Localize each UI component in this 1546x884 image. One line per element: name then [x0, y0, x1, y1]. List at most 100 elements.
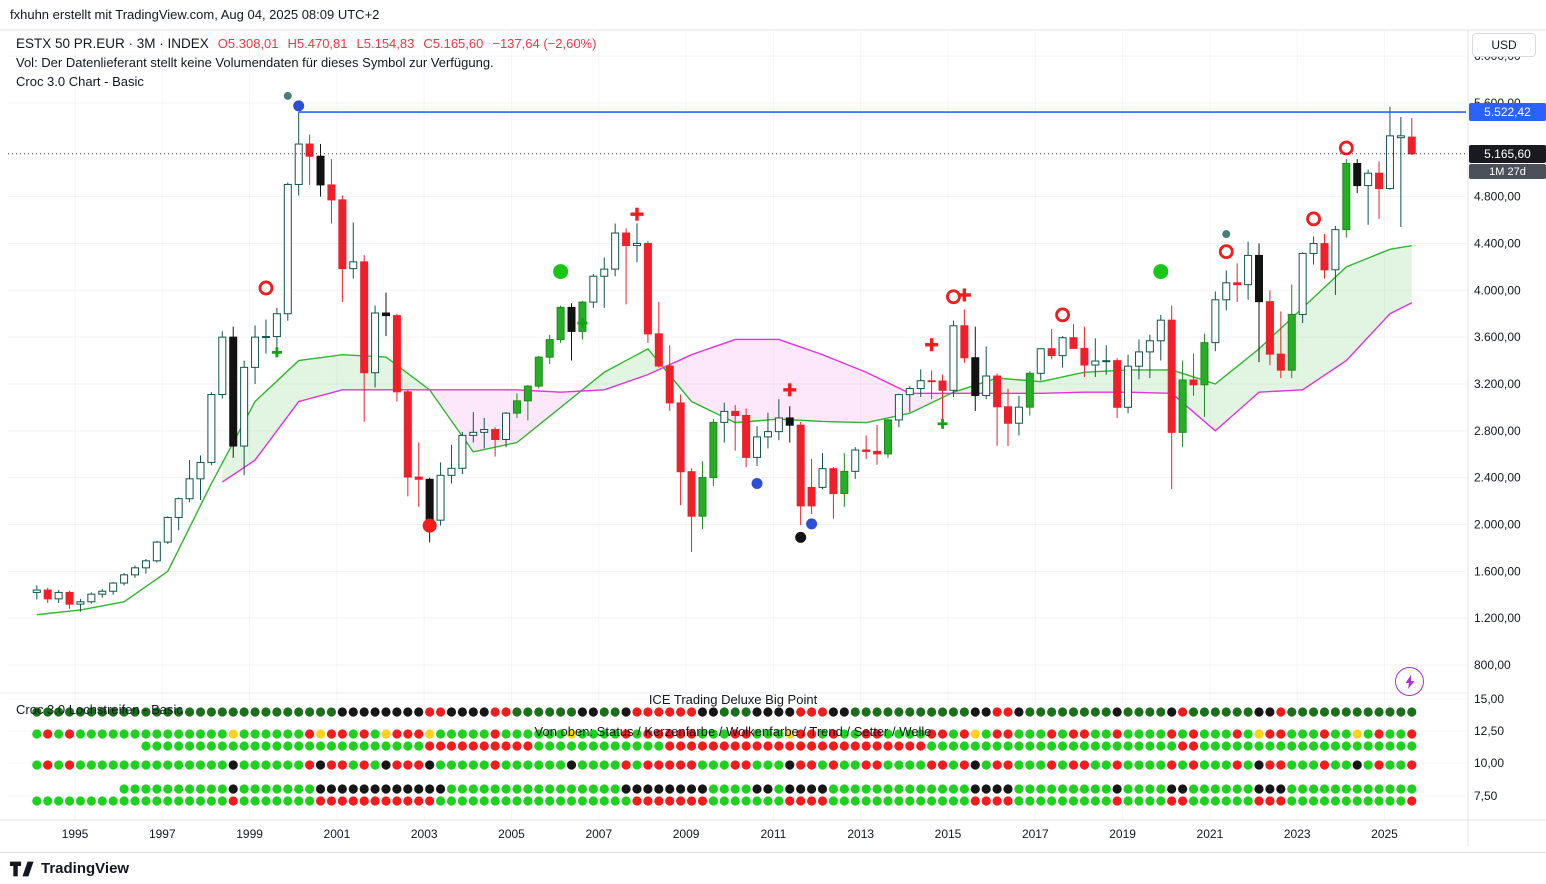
pane-dot-trend — [206, 760, 216, 770]
cloud-fill — [615, 360, 627, 387]
pane-dot-setter — [1385, 784, 1395, 794]
pane-dot-setter — [163, 784, 173, 794]
pane-dot-setter — [1134, 784, 1144, 794]
candle-body — [109, 582, 118, 592]
pane-dot-status — [1243, 707, 1253, 717]
candle-body — [1025, 372, 1034, 408]
tradingview-brand[interactable]: TradingView — [41, 860, 130, 877]
pane-dot-welle — [796, 796, 806, 806]
candle-body — [611, 232, 620, 270]
time-axis-label[interactable]: 2007 — [585, 827, 612, 841]
time-axis-label[interactable]: 1999 — [236, 827, 263, 841]
pane-dot-setter — [130, 784, 140, 794]
pane-dot-wolkenfarbe — [654, 741, 664, 751]
pane-dot-setter — [228, 784, 238, 794]
candle-body — [1014, 406, 1023, 424]
pane-dot-status — [1254, 707, 1264, 717]
time-axis-label[interactable]: 2021 — [1197, 827, 1224, 841]
pane-dot-status — [610, 707, 620, 717]
pane-dot-trend — [534, 760, 544, 770]
cloud-magenta-line — [221, 302, 1413, 483]
price-axis-label: 3.600,00 — [1474, 330, 1521, 344]
cloud-fill — [484, 389, 496, 450]
pane-dot-kerzenfarbe — [1047, 729, 1057, 739]
pane-dot-welle — [785, 796, 795, 806]
pane-dot-wolkenfarbe — [1363, 741, 1373, 751]
symbol-legend-row[interactable]: ESTX 50 PR.EUR · 3M · INDEX O5.308,01 H5… — [16, 36, 596, 52]
pane-dot-trend — [490, 760, 500, 770]
pane-dot-wolkenfarbe — [1221, 741, 1231, 751]
pane-dot-welle — [130, 796, 140, 806]
time-axis-label[interactable]: 2009 — [673, 827, 700, 841]
pane-dot-trend — [195, 760, 206, 770]
pane-dot-trend — [119, 760, 129, 770]
currency-toggle[interactable]: USD — [1472, 33, 1536, 57]
time-axis-label[interactable]: 2025 — [1371, 827, 1398, 841]
pane-dot-welle — [556, 796, 566, 806]
pane-dot-status — [774, 707, 784, 717]
marker-plus — [635, 207, 639, 221]
pane-dot-setter — [719, 784, 729, 794]
pane-dot-status — [1210, 707, 1220, 717]
pane-dot-wolkenfarbe — [774, 741, 784, 751]
candle-body — [1102, 360, 1111, 363]
candle-body — [163, 516, 172, 543]
pane-dot-kerzenfarbe — [392, 729, 402, 739]
pane-dot-status — [752, 707, 762, 717]
pane-dot-status — [1287, 707, 1297, 717]
pane-dot-setter — [359, 784, 369, 794]
pane-dot-kerzenfarbe — [937, 729, 948, 739]
candle-body — [1287, 313, 1296, 371]
volume-legend-row[interactable]: Vol: Der Datenlieferant stellt keine Vol… — [16, 55, 596, 71]
pane-dot-welle — [1287, 796, 1297, 806]
pane-dot-wolkenfarbe — [217, 741, 227, 751]
time-axis-label[interactable]: 2005 — [498, 827, 525, 841]
pane-dot-trend — [108, 760, 118, 770]
time-axis-label[interactable]: 2011 — [760, 827, 786, 841]
pane-dot-welle — [1330, 796, 1340, 806]
pane-dot-trend — [1319, 760, 1330, 770]
time-axis-label[interactable]: 2019 — [1109, 827, 1136, 841]
pane-dot-setter — [174, 784, 184, 794]
pane-dot-kerzenfarbe — [206, 729, 216, 739]
cloud-fill — [1193, 376, 1205, 422]
time-axis-label[interactable]: 1995 — [62, 827, 89, 841]
pane-dot-kerzenfarbe — [785, 729, 795, 739]
indicator-legend-row[interactable]: Croc 3.0 Chart - Basic — [16, 74, 596, 90]
cloud-fill — [1335, 266, 1347, 368]
pane2-indicator-legend[interactable]: Croc 3.0 Lochstreifen - Basic — [16, 702, 183, 717]
pane-dot-kerzenfarbe — [577, 729, 588, 739]
pane-dot-kerzenfarbe — [566, 729, 577, 739]
time-axis-label[interactable]: 2013 — [847, 827, 874, 841]
pane-dot-wolkenfarbe — [1145, 741, 1155, 751]
time-axis-label[interactable]: 2001 — [324, 827, 351, 841]
pane-dot-wolkenfarbe — [534, 741, 544, 751]
pane-dot-status — [523, 707, 533, 717]
pane-dot-wolkenfarbe — [1243, 741, 1253, 751]
pane-dot-setter — [1003, 784, 1013, 794]
pane-dot-kerzenfarbe — [654, 729, 664, 739]
time-axis-label[interactable]: 2015 — [935, 827, 962, 841]
pane-dot-kerzenfarbe — [337, 729, 347, 739]
candle-body — [425, 478, 434, 521]
tradingview-logo-icon[interactable] — [10, 861, 34, 877]
pane-dot-trend — [1287, 760, 1297, 770]
pane-dot-status — [1112, 707, 1122, 717]
time-axis-label[interactable]: 2003 — [411, 827, 438, 841]
time-axis-label[interactable]: 2023 — [1284, 827, 1311, 841]
pane-dot-status — [403, 707, 413, 717]
pane-dot-welle — [708, 796, 718, 806]
cloud-fill — [844, 363, 856, 423]
time-axis-label[interactable]: 1997 — [149, 827, 176, 841]
cloud-fill — [931, 393, 943, 403]
candle-body — [436, 474, 445, 521]
pane-dot-setter — [883, 784, 893, 794]
pane-dot-welle — [719, 796, 729, 806]
pane-dot-kerzenfarbe — [806, 729, 817, 739]
boost-button[interactable] — [1395, 667, 1424, 696]
pane-dot-welle — [632, 796, 642, 806]
pane-dot-status — [828, 707, 839, 717]
time-axis-label[interactable]: 2017 — [1022, 827, 1049, 841]
